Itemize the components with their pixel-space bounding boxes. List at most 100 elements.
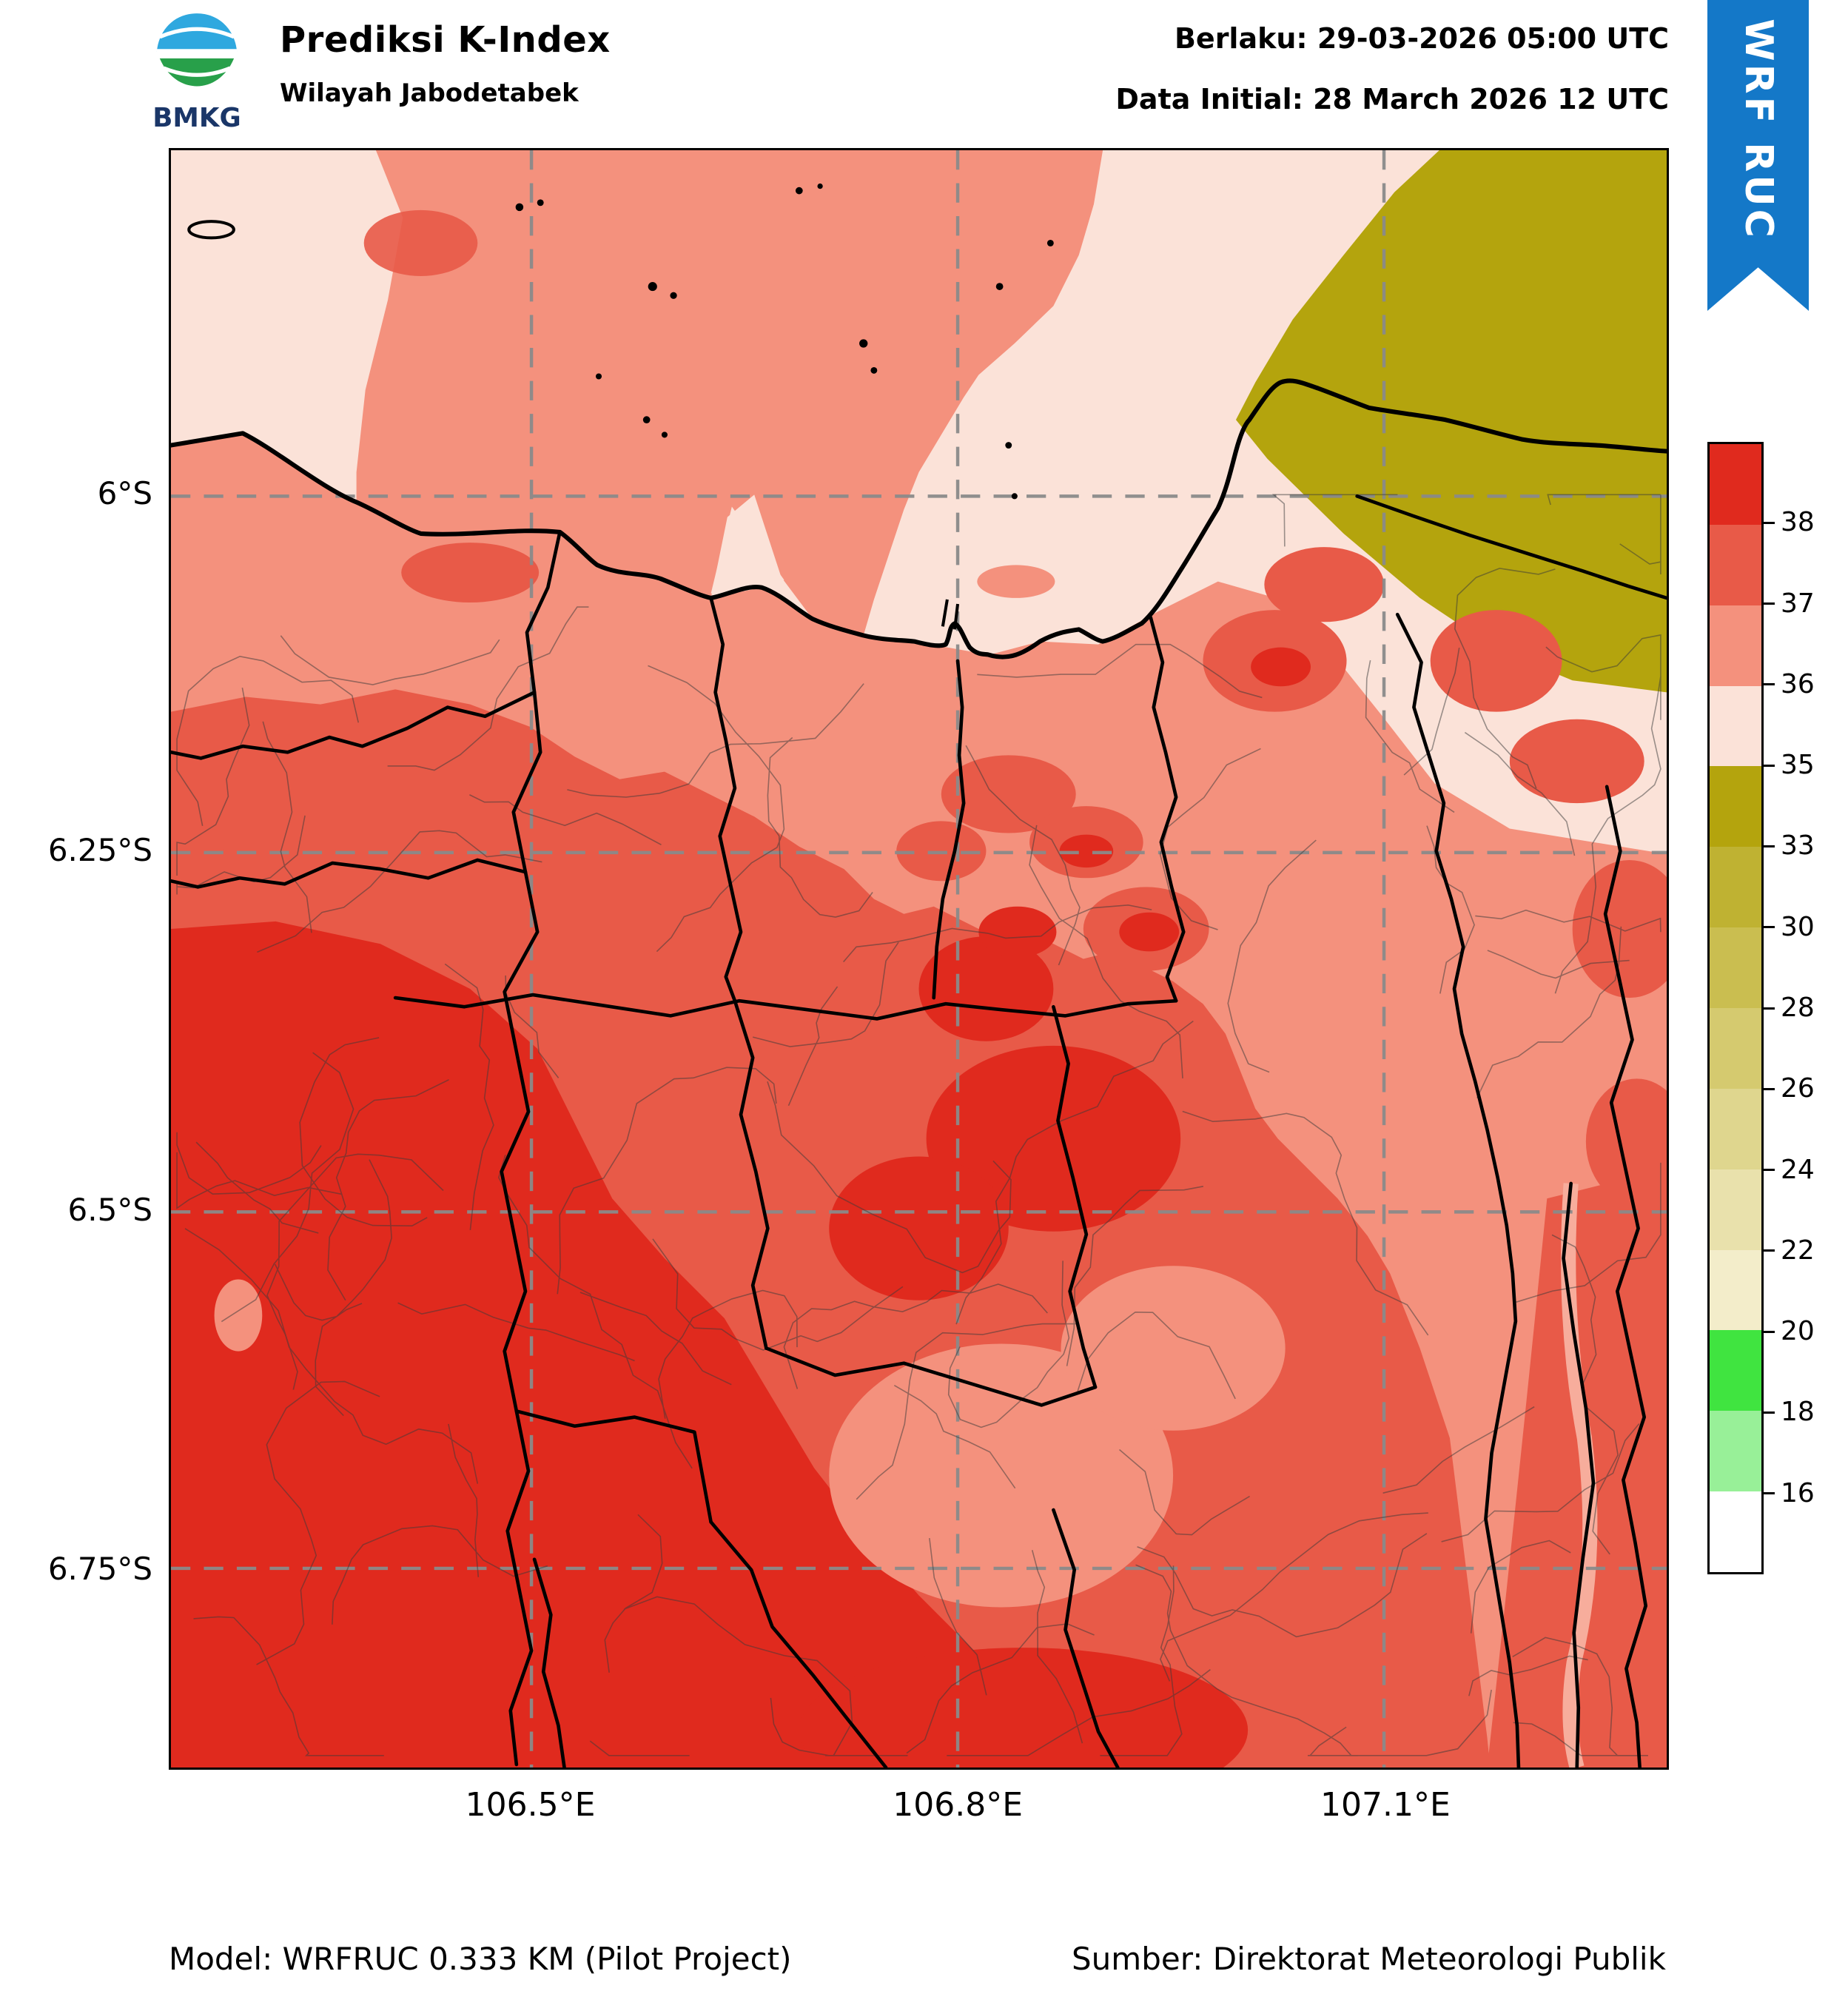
logo-wave-3	[163, 66, 231, 77]
colorbar-tick-mark	[1764, 602, 1775, 605]
subdistrict-boundary-line	[262, 721, 312, 933]
x-tick-label: 106.8°E	[893, 1786, 1024, 1824]
colorbar-tick-value: 18	[1781, 1397, 1815, 1428]
subdistrict-boundary-line	[1426, 825, 1475, 994]
page-title: Prediksi K-Index	[280, 19, 611, 61]
subdistrict-boundary-line	[856, 1323, 1077, 1500]
subdistrict-boundary-line	[1545, 634, 1661, 720]
subdistrict-boundary-line	[1468, 1655, 1588, 1696]
patch-37-nw-coast	[401, 543, 540, 602]
subdistrict-boundary-line	[1118, 1448, 1250, 1536]
subdistrict-boundary-line	[176, 1132, 322, 1195]
patch-offshore-37	[363, 209, 478, 276]
patch-36-south-center	[829, 1343, 1174, 1608]
subdistrict-boundary-line	[1307, 1689, 1492, 1756]
ribbon-label: WRF RUC	[1736, 19, 1781, 241]
subdistrict-boundary-line	[893, 1384, 1016, 1489]
subdistrict-boundary-line	[1077, 1311, 1236, 1400]
subdistrict-boundary-line	[1516, 1162, 1661, 1303]
subdistrict-boundary-line	[783, 1283, 1048, 1389]
district-boundaries	[171, 494, 1667, 1768]
subdistrict-boundary-line	[1029, 825, 1183, 1079]
patch-37-ne-3	[1430, 610, 1562, 712]
colorbar-tick-mark	[1764, 926, 1775, 929]
subdistrict-boundary-line	[444, 963, 494, 1230]
patch-37-ne-4	[1509, 719, 1644, 804]
colorbar-segment	[1710, 847, 1761, 928]
logo-text: BMKG	[152, 103, 241, 133]
colorbar-tick-value: 22	[1781, 1235, 1815, 1266]
subdistrict-boundary-line	[1554, 676, 1661, 994]
subdistrict-boundary-line	[176, 1152, 343, 1209]
colorbar	[1707, 442, 1764, 1574]
core-38-ne	[1251, 647, 1311, 687]
subdistrict-boundary-line	[843, 904, 1152, 963]
page-subtitle: Wilayah Jabodetabek	[280, 78, 579, 108]
subdistrict-boundary-line	[1135, 1564, 1358, 1756]
subdistrict-boundary-line	[1160, 1512, 1428, 1682]
patch-36-bay	[977, 565, 1055, 598]
subdistrict-boundary-line	[1619, 494, 1661, 574]
subdistrict-boundary-line	[299, 1037, 428, 1227]
subdistrict-boundary-line	[469, 794, 662, 846]
colorbar-tick-value: 20	[1781, 1316, 1815, 1347]
subdistrict-boundary-line	[184, 1228, 479, 1484]
logo-globe-top	[156, 13, 238, 52]
subdistrict-boundary-line	[274, 1159, 392, 1321]
x-tick-label: 107.1°E	[1320, 1786, 1451, 1824]
subdistrict-boundary-line	[929, 1537, 987, 1696]
subdistrict-boundary-line	[947, 1260, 1070, 1429]
colorbar-tick-value: 37	[1781, 588, 1815, 619]
subdistrict-boundary-line	[257, 830, 542, 953]
colorbar-tick-mark	[1764, 1492, 1775, 1495]
region-offshore-36-37	[356, 150, 1103, 636]
subdistrict-boundary-line	[256, 1380, 380, 1665]
blob-38-center-2	[829, 1156, 1009, 1300]
colorbar-segment	[1710, 444, 1761, 525]
subdistrict-boundary-line	[1100, 1565, 1183, 1756]
subdistrict-boundary-line	[947, 1669, 1211, 1756]
colorbar-tick-mark	[1764, 521, 1775, 524]
core-38-jakarta-2	[1119, 912, 1180, 952]
subdistrict-boundary-line	[652, 1238, 904, 1351]
y-tick-label: 6°S	[97, 474, 152, 511]
colorbar-tick-mark	[1764, 845, 1775, 847]
colorbar-tick-mark	[1764, 1087, 1775, 1090]
islands	[187, 183, 1054, 630]
colorbar-segment	[1710, 605, 1761, 686]
colorbar-tick-value: 35	[1781, 750, 1815, 781]
colorbar-tick-mark	[1764, 1411, 1775, 1414]
subdistrict-boundary-line	[195, 1141, 319, 1234]
patch-37-jakarta-1	[941, 755, 1076, 833]
subdistrict-boundary-line	[787, 986, 839, 1107]
subdistrict-boundary-line	[658, 1289, 798, 1419]
patch-36-east-of-depok	[1061, 1266, 1286, 1431]
logo-globe-bottom	[159, 58, 235, 87]
subdistrict-boundary-line	[497, 1155, 693, 1469]
bmkg-logo-graphic: BMKG	[152, 13, 241, 133]
subdistrict-boundary-line	[1547, 494, 1661, 506]
initial-time: Data Initial: 28 March 2026 12 UTC	[1115, 83, 1669, 115]
time-info: Berlaku: 29-03-2026 05:00 UTC Data Initi…	[1115, 22, 1669, 115]
patch-36-west	[214, 1279, 263, 1352]
colorbar-tick-mark	[1764, 683, 1775, 686]
colorbar-tick-value: 30	[1781, 911, 1815, 942]
subdistrict-boundary-line	[327, 1079, 449, 1301]
colorbar-tick-mark	[1764, 1330, 1775, 1333]
subdistrict-boundary-line	[752, 941, 899, 1047]
patch-37-east-2	[1585, 1078, 1667, 1205]
subdistrict-boundary-line	[906, 1623, 1095, 1754]
subdistrict-boundary-line	[176, 655, 360, 827]
patch-35-coast-wedge	[710, 506, 784, 594]
patch-37-ne-1	[1264, 547, 1385, 622]
subdistrict-boundary-line	[1365, 659, 1455, 813]
subdistrict-boundary-line	[1182, 1110, 1429, 1336]
subdistrict-boundary-line	[1454, 568, 1556, 789]
footer-source: Sumber: Direktorat Meteorologi Publik	[1072, 1941, 1666, 1977]
colorbar-segment	[1710, 685, 1761, 767]
valid-time: Berlaku: 29-03-2026 05:00 UTC	[1174, 22, 1669, 55]
colorbar-tick-value: 16	[1781, 1477, 1815, 1508]
colorbar-tick-value: 33	[1781, 830, 1815, 862]
subdistrict-boundary-line	[397, 1302, 635, 1362]
subdistrict-boundary-line	[767, 736, 873, 918]
